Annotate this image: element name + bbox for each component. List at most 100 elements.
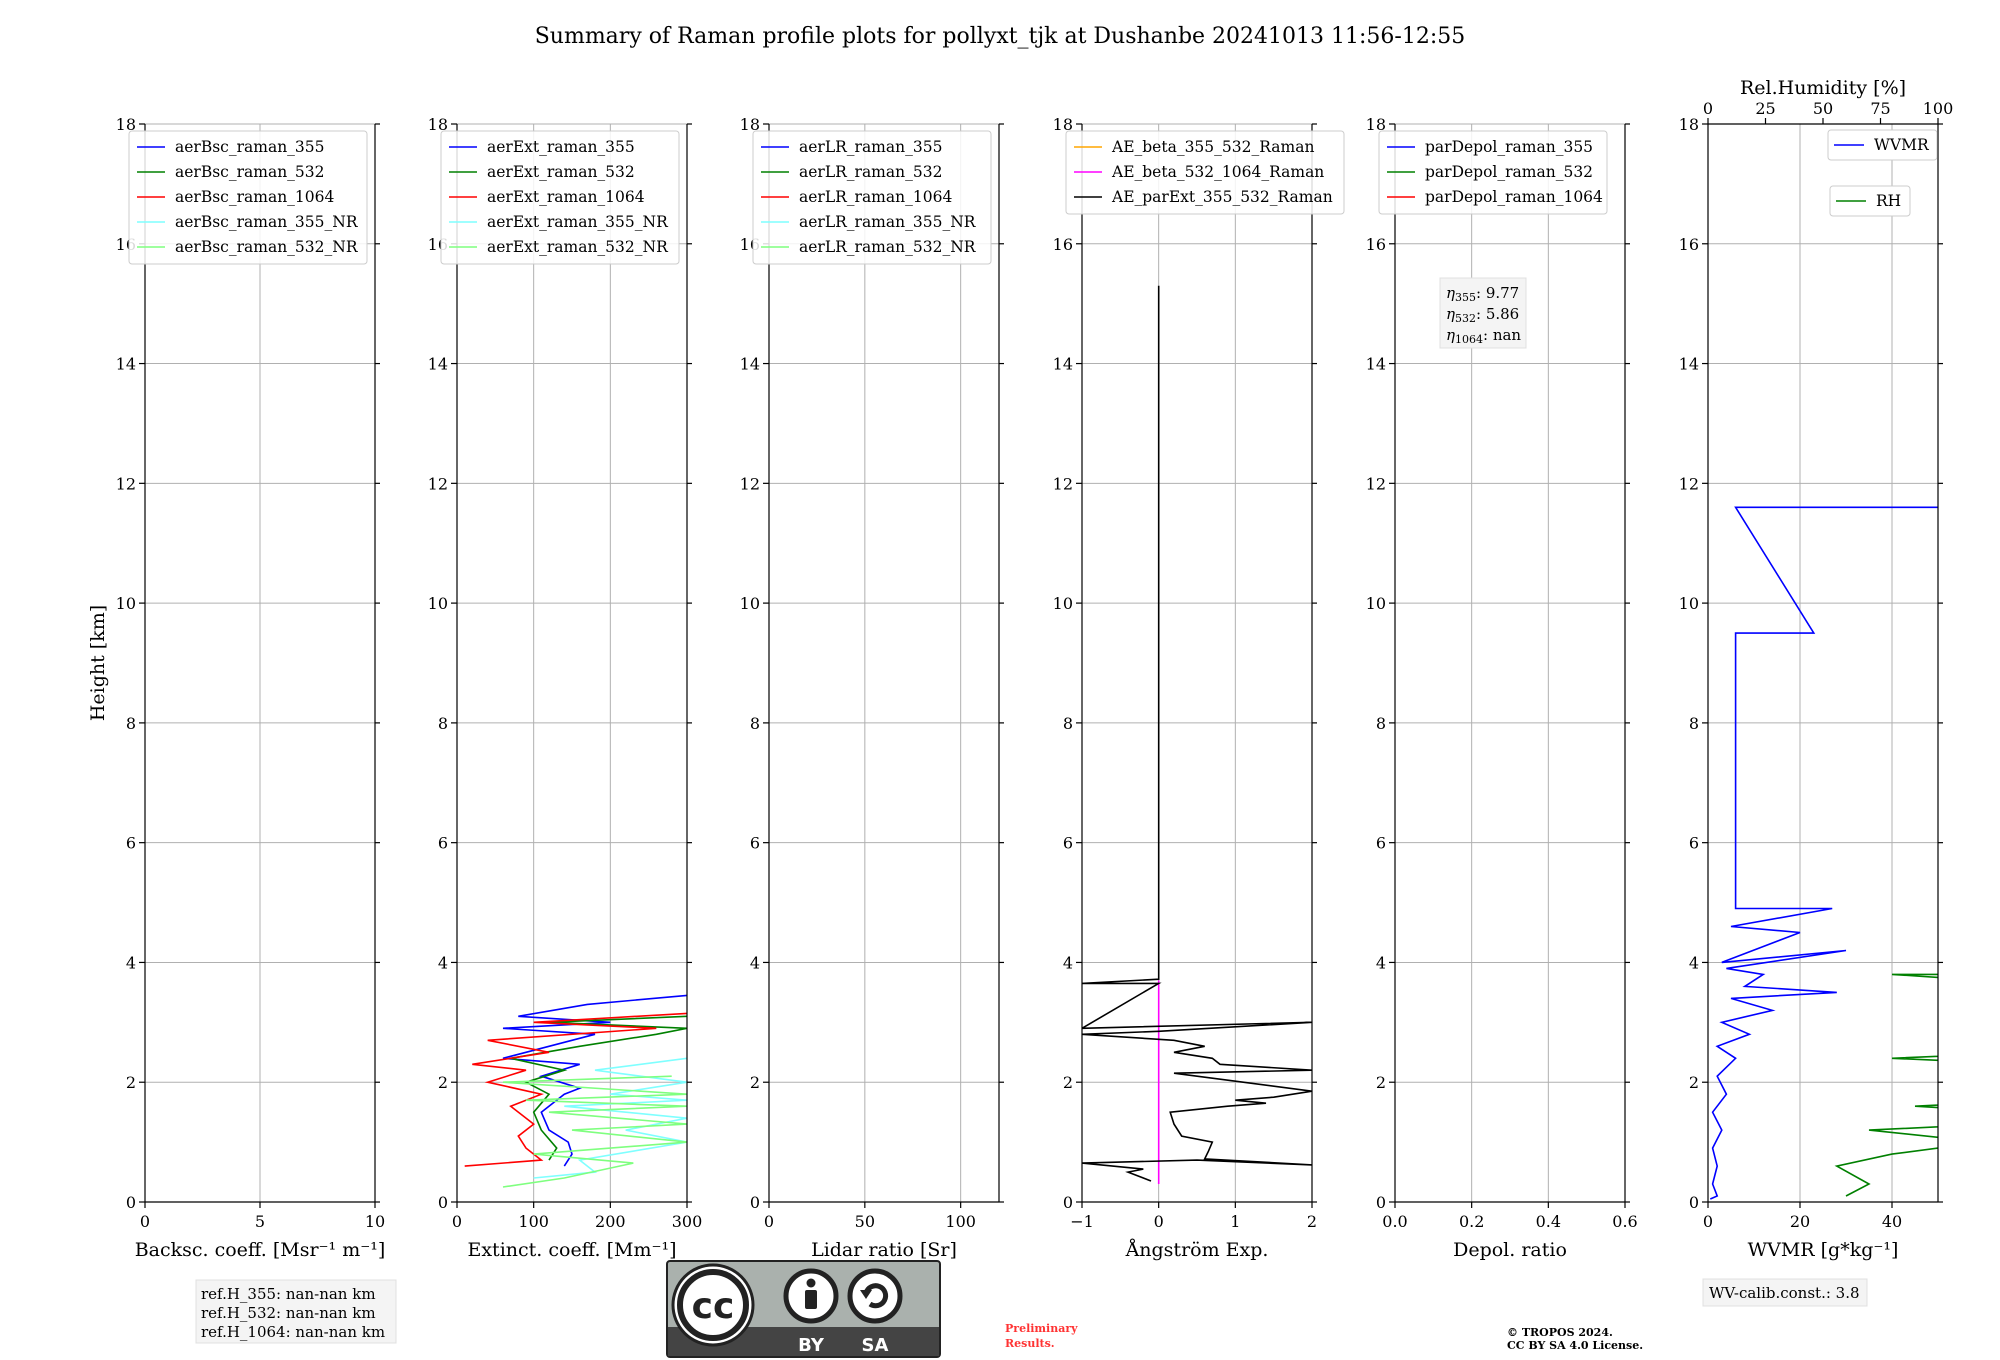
license-sa-label: SA — [862, 1335, 889, 1356]
y-tick-label: 10 — [428, 594, 448, 613]
y-tick-label: 4 — [126, 953, 136, 972]
y-tick-label: 10 — [1366, 594, 1386, 613]
ref-heights-box: ref.H_355: nan-nan km ref.H_532: nan-nan… — [195, 1279, 397, 1344]
y-tick-label: 14 — [1366, 355, 1386, 374]
legend: aerLR_raman_355 aerLR_raman_532 aerLR_rama… — [752, 130, 992, 265]
copyright-line-2: CC BY SA 4.0 License. — [1507, 1339, 1643, 1352]
y-tick-label: 4 — [438, 953, 448, 972]
x-tick-label: 100 — [945, 1212, 976, 1231]
y-tick-label: 8 — [1063, 714, 1073, 733]
y-tick-label: 8 — [1376, 714, 1386, 733]
legend-RH: RH — [1829, 185, 1911, 217]
y-tick-label: 16 — [1366, 235, 1386, 254]
y-tick-label: 12 — [1366, 474, 1386, 493]
x2-axis-label: Rel.Humidity [%] — [1740, 77, 1906, 99]
y-tick-label: 4 — [1063, 953, 1073, 972]
y-tick-label: 6 — [750, 834, 760, 853]
x-tick-label: 0 — [1154, 1212, 1164, 1231]
y-tick-label: 14 — [1053, 355, 1073, 374]
y-tick-label: 10 — [116, 594, 136, 613]
y-tick-label: 18 — [740, 115, 760, 134]
x-axis-label: Lidar ratio [Sr] — [811, 1239, 957, 1261]
legend-entry: aerBsc_raman_355_NR — [175, 213, 359, 231]
wv-calib-box: WV-calib.const.: 3.8 — [1702, 1278, 1868, 1307]
series-line-aerExt_raman_1064 — [464, 1012, 687, 1167]
preliminary-line-2: Results. — [1005, 1337, 1055, 1350]
y-tick-label: 12 — [740, 474, 760, 493]
y-tick-label: 18 — [1053, 115, 1073, 134]
y-tick-label: 12 — [116, 474, 136, 493]
panel-5: 0 2 4 6 8 10 12 14 16 18 0.0 0.2 0.4 0.6 Depol. ratio p… — [1366, 115, 1638, 1261]
by-person-icon — [783, 1268, 839, 1324]
legend-entry: aerLR_raman_1064 — [799, 188, 952, 206]
y-tick-label: 4 — [1689, 953, 1699, 972]
y-tick-label: 14 — [428, 355, 448, 374]
y-tick-label: 2 — [750, 1073, 760, 1092]
x-tick-label: 50 — [855, 1212, 875, 1231]
legend-entry: AE_parExt_355_532_Raman — [1111, 188, 1333, 206]
preliminary-line-1: Preliminary — [1005, 1322, 1078, 1335]
legend-entry: aerLR_raman_532 — [799, 163, 942, 181]
y-tick-label: 6 — [1376, 834, 1386, 853]
x-tick-label: 0 — [1703, 1212, 1713, 1231]
y-tick-label: 6 — [1689, 834, 1699, 853]
y-tick-label: 8 — [126, 714, 136, 733]
y-axis-label: Height [km] — [87, 605, 109, 721]
ref-height-1064: ref.H_1064: nan-nan km — [201, 1323, 385, 1341]
y-tick-label: 2 — [1376, 1073, 1386, 1092]
y-tick-label: 2 — [1063, 1073, 1073, 1092]
y-tick-label: 18 — [1366, 115, 1386, 134]
legend-entry: aerBsc_raman_532 — [175, 163, 325, 181]
x2-tick-label: 25 — [1755, 99, 1775, 118]
legend: aerExt_raman_355 aerExt_raman_532 aerExt_r… — [440, 130, 680, 265]
svg-text:cc: cc — [692, 1286, 735, 1327]
y-tick-label: 12 — [1679, 474, 1699, 493]
y-tick-label: 14 — [116, 355, 136, 374]
y-tick-label: 0 — [1689, 1193, 1699, 1212]
y-tick-label: 2 — [126, 1073, 136, 1092]
legend-entry: aerExt_raman_532 — [487, 163, 635, 181]
x-tick-label: 0.0 — [1382, 1212, 1407, 1231]
legend-entry: AE_beta_355_532_Raman — [1111, 138, 1314, 156]
y-tick-label: 6 — [126, 834, 136, 853]
series-line-AE_parExt_355_532_Raman — [1082, 285, 1312, 1182]
series-line-RH — [1834, 973, 1938, 1197]
x2-tick-label: 100 — [1923, 99, 1954, 118]
y-tick-label: 8 — [750, 714, 760, 733]
y-tick-label: 0 — [1063, 1193, 1073, 1212]
wv-calib-text: WV-calib.const.: 3.8 — [1709, 1284, 1860, 1302]
legend-entry: aerExt_raman_355_NR — [487, 213, 669, 231]
y-tick-label: 14 — [1679, 355, 1699, 374]
x-tick-label: 0.4 — [1536, 1212, 1561, 1231]
x-tick-label: 1 — [1230, 1212, 1240, 1231]
x-tick-label: −1 — [1070, 1212, 1094, 1231]
series-line-aerExt_raman_355_NR — [533, 1057, 687, 1179]
series-line-WVMR — [1709, 506, 1938, 1200]
y-tick-label: 12 — [1053, 474, 1073, 493]
legend-entry: aerLR_raman_355 — [799, 138, 942, 156]
x-axis-label: Depol. ratio — [1453, 1239, 1567, 1261]
y-tick-label: 0 — [750, 1193, 760, 1212]
x-tick-label: 10 — [365, 1212, 385, 1231]
legend-entry: aerBsc_raman_532_NR — [175, 238, 359, 256]
x-tick-label: 5 — [255, 1212, 265, 1231]
legend-entry: parDepol_raman_532 — [1425, 163, 1593, 181]
copyright-line-1: © TROPOS 2024. — [1507, 1326, 1613, 1339]
x2-tick-label: 50 — [1813, 99, 1833, 118]
angstrom-info-line: η532: 5.86 — [1446, 305, 1519, 325]
legend: parDepol_raman_355 parDepol_raman_532 parD… — [1378, 130, 1608, 215]
legend-entry: parDepol_raman_355 — [1425, 138, 1593, 156]
figure-title: Summary of Raman profile plots for polly… — [535, 24, 1466, 49]
x-tick-label: 0 — [140, 1212, 150, 1231]
legend-entry: WVMR — [1874, 136, 1930, 154]
x-tick-label: 0 — [764, 1212, 774, 1231]
legend-entry: aerBsc_raman_1064 — [175, 188, 335, 206]
legend-entry: aerExt_raman_355 — [487, 138, 635, 156]
cc-license-badge: cc BY SA — [666, 1260, 941, 1358]
